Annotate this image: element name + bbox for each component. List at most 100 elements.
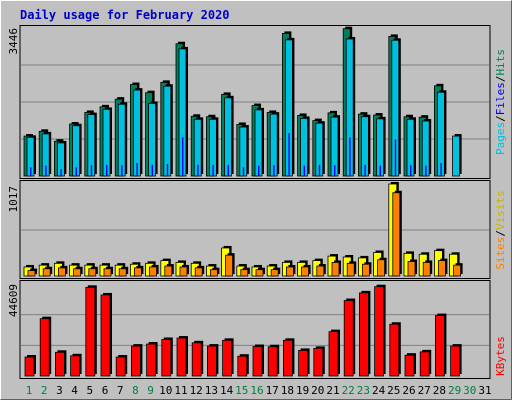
sites-bar [422, 262, 431, 277]
hits-legend: Pages/Files/Hits [494, 49, 507, 155]
sites-bar [377, 259, 386, 277]
sites-bar [361, 263, 370, 277]
day-label: 21 [326, 384, 339, 397]
pages-bar [224, 97, 233, 177]
legend-sites-label: Sites [494, 237, 507, 270]
day-label: 28 [433, 384, 446, 397]
kbytes-bar [358, 292, 369, 377]
sites-bar [133, 267, 142, 277]
kbytes-bar [450, 345, 461, 377]
kbytes-bar [85, 286, 96, 377]
sites-bar [149, 266, 158, 277]
legend-files-label: Files [494, 82, 507, 115]
kbytes-bar [404, 354, 415, 377]
kbytes-bar [191, 342, 202, 377]
files-bar [166, 163, 169, 176]
day-label: 4 [71, 384, 78, 397]
chart-title: Daily usage for February 2020 [20, 8, 230, 22]
kbytes-bar [39, 318, 50, 377]
kbytes-bar [176, 337, 187, 377]
sites-bar [88, 268, 97, 277]
files-bar [136, 163, 138, 176]
kbytes-bar [313, 347, 324, 377]
day-label: 24 [372, 384, 386, 397]
sites-bar [164, 265, 173, 277]
day-label: 8 [132, 384, 139, 397]
kbytes-bar [343, 300, 354, 377]
sites-bar [103, 268, 112, 277]
sites-bar [255, 269, 264, 277]
pages-bar [117, 103, 126, 177]
sites-bar [437, 260, 446, 277]
sites-bar [392, 192, 401, 277]
files-bar [334, 165, 336, 176]
hits-axis-max-label: 3446 [7, 28, 20, 55]
files-bar [394, 139, 397, 176]
legend-pages-label: Pages [494, 122, 507, 155]
sites-bar [118, 268, 127, 277]
day-label: 2 [41, 384, 48, 397]
kbytes-bar [55, 351, 65, 377]
files-bar [425, 165, 427, 176]
sites-bar [27, 270, 36, 277]
sites-bar [58, 267, 66, 277]
kbytes-bar [434, 315, 445, 377]
sites-bar [301, 266, 310, 277]
kbytes-axis-max-label: 44609 [7, 284, 20, 317]
day-label: 1 [26, 384, 33, 397]
sites-bar [240, 269, 249, 277]
kbytes-legend: KBytes [494, 336, 507, 376]
legend-visits-label: Visits [494, 190, 507, 230]
sites-bar [270, 269, 279, 277]
legend-kbytes-label: KBytes [494, 336, 507, 376]
sites-bar [285, 266, 294, 277]
files-bar [106, 164, 108, 176]
files-bar [182, 137, 184, 176]
kbytes-bar [267, 346, 278, 377]
day-label: 18 [281, 384, 294, 397]
kbytes-bar [115, 356, 126, 377]
day-label: 6 [102, 384, 109, 397]
kbytes-bar [206, 345, 217, 377]
files-bar [273, 165, 275, 176]
visits-legend: Sites/Visits [494, 190, 507, 270]
day-label: 16 [250, 384, 263, 397]
sites-bar [453, 264, 462, 277]
visits-axis-max-label: 1017 [7, 186, 20, 213]
kbytes-bar [374, 286, 385, 377]
kbytes-bar [252, 346, 263, 377]
files-bar [288, 133, 290, 176]
files-bar [349, 137, 351, 176]
files-bar [197, 164, 199, 176]
day-labels: 1 2 3 4 5 6 7 8 9 10 11 12 13 14 15 16 17 18 19 20 21 22 23 24 2… [26, 384, 492, 397]
files-bar [60, 169, 62, 176]
day-label: 27 [418, 384, 431, 397]
day-label: 29 [448, 384, 461, 397]
kbytes-bar [328, 331, 339, 377]
day-label: 14 [220, 384, 234, 397]
files-bar [121, 165, 123, 176]
kbytes-bar [298, 350, 309, 377]
pages-bar [163, 85, 172, 177]
sites-bar [225, 254, 234, 277]
pages-bar [452, 135, 461, 177]
files-bar [212, 164, 214, 176]
day-label: 17 [266, 384, 279, 397]
day-label: 25 [387, 384, 400, 397]
sites-bar [316, 265, 325, 277]
files-bar [227, 164, 229, 176]
day-label: 26 [402, 384, 415, 397]
sites-bar [194, 267, 203, 277]
kbytes-bar [282, 339, 293, 377]
day-label: 11 [174, 384, 187, 397]
files-bar [151, 164, 153, 176]
day-label: 9 [147, 384, 154, 397]
files-bar [303, 165, 305, 176]
day-label: 7 [117, 384, 124, 397]
kbytes-bar [24, 356, 35, 377]
files-bar [410, 165, 412, 176]
files-bar [45, 165, 47, 176]
day-label: 3 [56, 384, 63, 397]
sites-bar [407, 261, 416, 277]
kbytes-bar [161, 339, 172, 377]
